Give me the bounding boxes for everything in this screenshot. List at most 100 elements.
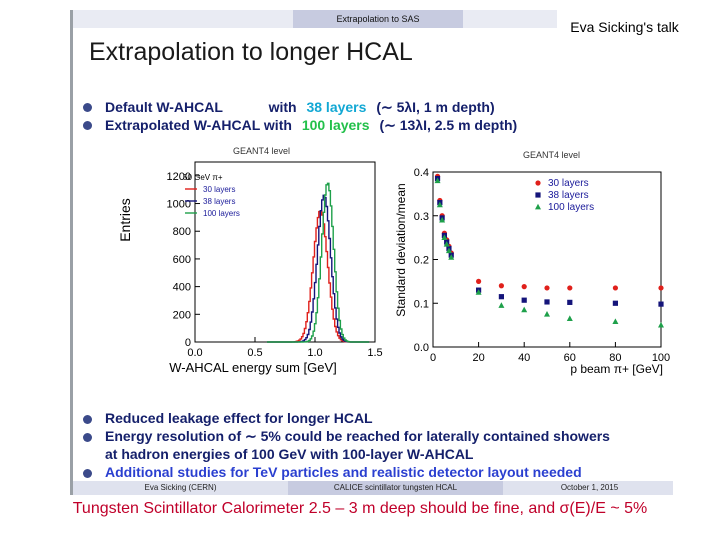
chart2-point <box>521 306 528 313</box>
footer-project: CALICE scintillator tungsten HCAL <box>288 481 503 495</box>
chart2-ytick-label: 0.3 <box>414 211 429 223</box>
chart1-ytick-label: 600 <box>173 254 191 266</box>
chart2-point <box>544 310 550 317</box>
bullet-additional: Additional studies for TeV particles and… <box>83 464 675 482</box>
footer-author: Eva Sicking (CERN) <box>144 483 217 492</box>
chart2-ytick-label: 0.1 <box>414 298 429 310</box>
chart1-legend-label: 100 layers <box>203 209 240 218</box>
slide-footer: Eva Sicking (CERN) CALICE scintillator t… <box>73 481 673 495</box>
chart2-ylabel: Standard deviation/mean <box>394 183 408 316</box>
bullet-text: Extrapolated W-AHCAL with <box>105 117 292 133</box>
chart2-legend-label: 100 layers <box>548 202 594 213</box>
energy-sum-chart: GEANT4 level 0 200 400 600 800 1000 1200 0.0 0.5… <box>117 146 383 375</box>
chart2-xtick-label: 40 <box>518 352 530 364</box>
chart1-ytick-label: 1200 <box>167 171 191 183</box>
bullet-resolution: Energy resolution of ∼ 5% could be reach… <box>83 428 675 446</box>
bullet-text: (∼ 13λI, 2.5 m depth) <box>379 117 518 133</box>
bullet-dot-icon <box>83 121 92 130</box>
chart1-xtick-label: 0.0 <box>187 347 202 359</box>
chart2-legend-label: 30 layers <box>548 178 589 189</box>
chart2-frame <box>432 171 662 348</box>
bullet-dot-icon <box>83 103 92 112</box>
bullet-text: Reduced leakage effect for longer HCAL <box>105 410 373 426</box>
chart2-point <box>544 285 550 291</box>
bullet-text: Default W-AHCAL <box>105 99 223 115</box>
chart2-point <box>658 321 664 328</box>
chart2-point <box>441 234 448 241</box>
chart2-point <box>658 301 664 307</box>
bullet-dot-icon <box>83 433 92 442</box>
bullet-dot-icon <box>83 469 92 478</box>
chart2-tag: GEANT4 level <box>523 150 580 160</box>
chart2-xtick-label: 60 <box>564 352 576 364</box>
chart2-xtick-label: 100 <box>652 352 670 364</box>
chart1-legend-label: 30 layers <box>203 185 235 194</box>
chart2-xtick-label: 0 <box>430 352 436 364</box>
bullet-text: Additional studies for TeV particles and… <box>105 464 582 480</box>
bullet-dot-icon <box>83 415 92 424</box>
chart2-ytick-label: 0.2 <box>414 255 429 267</box>
chart2-legend-label: 38 layers <box>548 190 589 201</box>
chart1-xtick-label: 1.0 <box>307 347 322 359</box>
top-bullets: Default W-AHCAL with 38 layers (∼ 5λI, 1… <box>83 98 675 134</box>
chart2-point <box>436 201 443 208</box>
chart1-legend-label: 38 layers <box>203 197 235 206</box>
chart1-ytick-label: 1000 <box>167 199 191 211</box>
chart2-ytick-label: 0.4 <box>414 167 429 179</box>
chart2-ytick-label: 0.0 <box>414 342 429 354</box>
bullet-extrapolated: Extrapolated W-AHCAL with 100 layers (∼ … <box>83 116 675 134</box>
bottom-bullets: Reduced leakage effect for longer HCAL E… <box>83 410 675 482</box>
chart2-point <box>476 278 482 284</box>
chart1-tag: GEANT4 level <box>233 146 290 156</box>
section-title: Extrapolation to SAS <box>293 10 463 28</box>
layers-100: 100 layers <box>301 117 370 133</box>
chart2-xtick-label: 80 <box>609 352 621 364</box>
chart2-point <box>443 240 450 247</box>
chart2-point <box>521 284 527 290</box>
chart2-xlabel: p beam π+ [GeV] <box>570 362 663 376</box>
chart2-point <box>567 285 573 291</box>
chart1-xtick-label: 1.5 <box>367 347 382 359</box>
chart2-point <box>439 216 446 223</box>
chart2-point <box>612 285 618 291</box>
chart2-legend-marker <box>535 192 541 198</box>
resolution-chart: GEANT4 level 0.0 0.1 0.2 0.3 0.4 0 20 40 60 80 100… <box>394 150 670 376</box>
chart2-point <box>498 302 505 308</box>
chart1-xlabel: W-AHCAL energy sum [GeV] <box>169 360 337 375</box>
chart2-point <box>445 247 452 254</box>
slide: Extrapolation to SAS Extrapolation to lo… <box>70 10 673 495</box>
chart2-point <box>612 300 618 306</box>
bullet-leakage: Reduced leakage effect for longer HCAL <box>83 410 675 428</box>
chart1-ylabel: Entries <box>117 198 133 242</box>
footer-date: October 1, 2015 <box>560 483 619 492</box>
chart1-legend-title: 50 GeV π+ <box>183 173 223 182</box>
chart1-ytick-label: 800 <box>173 226 191 238</box>
bullet-default: Default W-AHCAL with 38 layers (∼ 5λI, 1… <box>83 98 675 116</box>
chart1-ytick-label: 200 <box>173 309 191 321</box>
chart1-series-3 <box>267 182 370 343</box>
bullet-text: Energy resolution of ∼ 5% could be reach… <box>105 428 610 444</box>
layers-38: 38 layers <box>306 99 367 115</box>
chart2-point <box>544 299 550 305</box>
talk-label: Eva Sicking's talk <box>557 9 692 45</box>
chart1-ytick-label: 0 <box>185 337 191 349</box>
bullet-resolution-cont: at hadron energies of 100 GeV with 100-l… <box>105 446 675 464</box>
chart2-point <box>658 285 664 291</box>
chart2-point <box>566 315 573 321</box>
chart2-point <box>498 283 504 289</box>
caption: Tungsten Scintillator Calorimeter 2.5 – … <box>72 500 648 517</box>
chart2-legend-marker <box>535 203 541 210</box>
chart2-point <box>448 254 455 260</box>
slide-title: Extrapolation to longer HCAL <box>89 38 413 66</box>
chart2-point <box>498 294 504 300</box>
slide-header-bar: Extrapolation to SAS <box>73 10 673 28</box>
chart2-legend-marker <box>535 180 541 186</box>
chart2-point <box>475 289 482 295</box>
chart2-point <box>521 297 527 303</box>
chart2-point <box>612 318 619 325</box>
chart1-xtick-label: 0.5 <box>247 347 262 359</box>
chart2-point <box>434 177 441 184</box>
bullet-text: (∼ 5λI, 1 m depth) <box>376 99 495 115</box>
chart2-xtick-label: 20 <box>472 352 484 364</box>
bullet-text: with <box>268 99 297 115</box>
